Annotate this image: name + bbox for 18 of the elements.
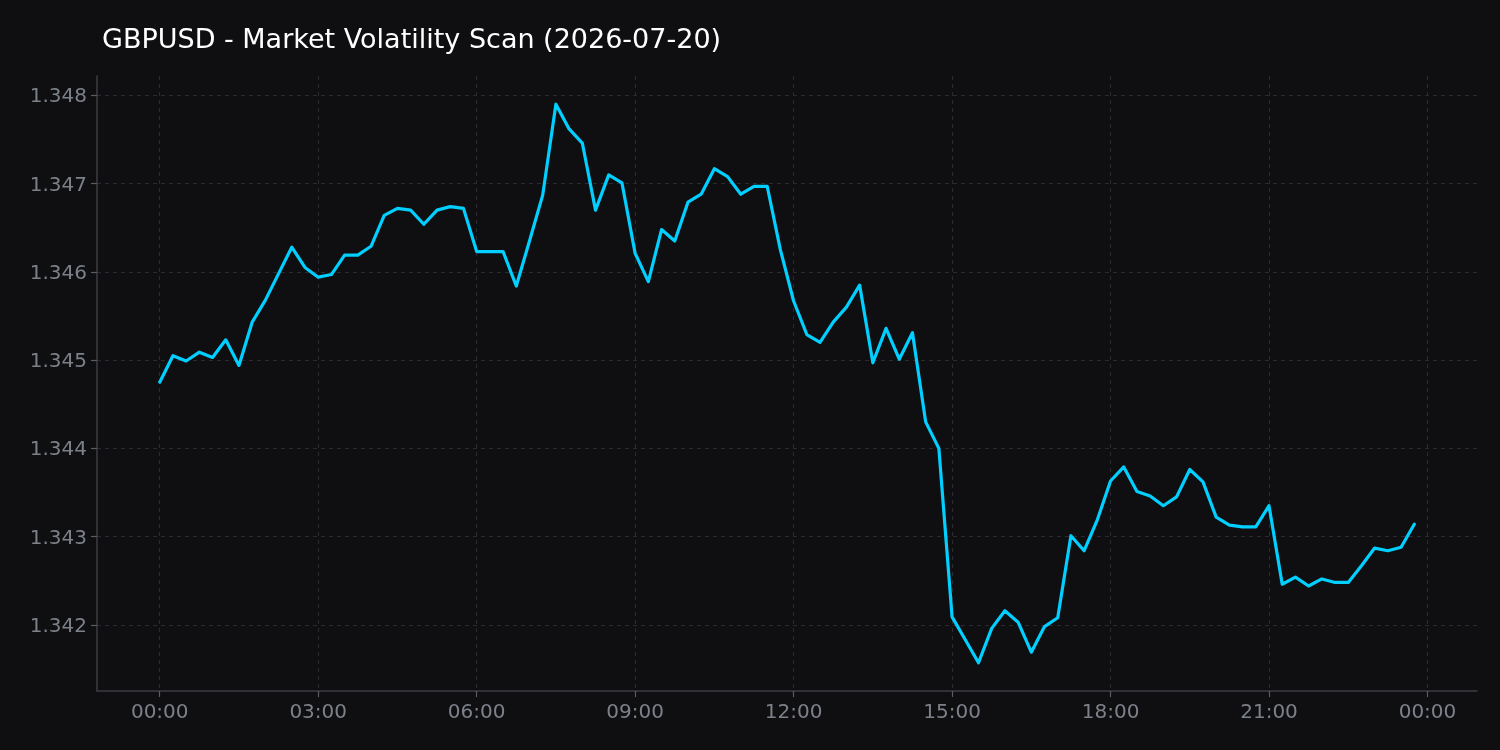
y-tick-label: 1.342 (29, 612, 87, 637)
y-tick-label: 1.345 (29, 348, 87, 373)
y-tick-label: 1.346 (29, 259, 87, 284)
line-series (158, 102, 1416, 665)
x-tick-label: 09:00 (606, 699, 664, 723)
x-tick-label: 21:00 (1240, 699, 1298, 723)
y-tick-label: 1.348 (29, 83, 87, 108)
x-tick-label: 00:00 (130, 699, 189, 723)
x-tick-label: 15:00 (923, 699, 981, 723)
y-tick-label: 1.344 (29, 436, 87, 461)
y-tick-label: 1.343 (29, 524, 87, 549)
x-tick-label: 18:00 (1081, 699, 1140, 723)
x-tick-label: 03:00 (289, 699, 348, 723)
x-tick-label: 00:00 (1398, 699, 1457, 723)
x-tick-label: 06:00 (447, 699, 506, 723)
y-tick-label: 1.347 (29, 171, 87, 196)
x-tick-label: 12:00 (764, 699, 823, 723)
chart-title: GBPUSD - Market Volatility Scan (2026-07-20) (102, 23, 722, 54)
